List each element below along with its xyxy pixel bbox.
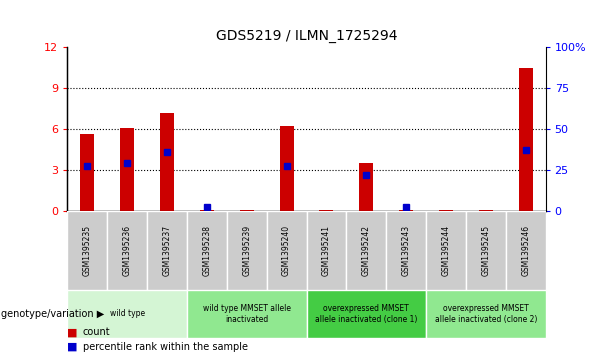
Text: GSM1395242: GSM1395242: [362, 225, 371, 276]
Bar: [306, 290, 426, 338]
Bar: [319, 210, 333, 211]
Bar: [306, 211, 346, 290]
Text: wild type: wild type: [110, 310, 145, 318]
Text: GSM1395246: GSM1395246: [521, 225, 530, 276]
Text: GSM1395239: GSM1395239: [242, 225, 251, 276]
Text: genotype/variation ▶: genotype/variation ▶: [1, 309, 104, 319]
Bar: [267, 211, 306, 290]
Bar: [107, 211, 147, 290]
Text: percentile rank within the sample: percentile rank within the sample: [83, 342, 248, 352]
Bar: [227, 211, 267, 290]
Bar: [200, 210, 214, 211]
Bar: [519, 68, 533, 211]
Bar: [426, 211, 466, 290]
Bar: [80, 134, 94, 211]
Text: GSM1395236: GSM1395236: [123, 225, 132, 276]
Bar: [147, 211, 187, 290]
Bar: [187, 290, 306, 338]
Bar: [160, 113, 174, 211]
Bar: [240, 210, 254, 211]
Text: overexpressed MMSET
allele inactivated (clone 1): overexpressed MMSET allele inactivated (…: [315, 304, 417, 324]
Bar: [439, 210, 453, 211]
Bar: [386, 211, 426, 290]
Text: count: count: [83, 327, 110, 337]
Text: GSM1395238: GSM1395238: [202, 225, 211, 276]
Bar: [280, 126, 294, 211]
Bar: [466, 211, 506, 290]
Text: GSM1395235: GSM1395235: [83, 225, 92, 276]
Bar: [120, 127, 134, 211]
Text: GSM1395244: GSM1395244: [441, 225, 451, 276]
Text: GSM1395237: GSM1395237: [162, 225, 172, 276]
Text: overexpressed MMSET
allele inactivated (clone 2): overexpressed MMSET allele inactivated (…: [435, 304, 537, 324]
Bar: [359, 163, 373, 211]
Text: GSM1395241: GSM1395241: [322, 225, 331, 276]
Text: ■: ■: [67, 327, 82, 337]
Bar: [187, 211, 227, 290]
Bar: [346, 211, 386, 290]
Text: GSM1395240: GSM1395240: [282, 225, 291, 276]
Bar: [67, 211, 107, 290]
Text: GSM1395245: GSM1395245: [481, 225, 490, 276]
Bar: [479, 210, 493, 211]
Bar: [426, 290, 546, 338]
Text: GSM1395243: GSM1395243: [402, 225, 411, 276]
Bar: [67, 290, 187, 338]
Bar: [506, 211, 546, 290]
Bar: [399, 210, 413, 211]
Text: wild type MMSET allele
inactivated: wild type MMSET allele inactivated: [203, 304, 291, 324]
Text: ■: ■: [67, 342, 82, 352]
Title: GDS5219 / ILMN_1725294: GDS5219 / ILMN_1725294: [216, 29, 397, 44]
